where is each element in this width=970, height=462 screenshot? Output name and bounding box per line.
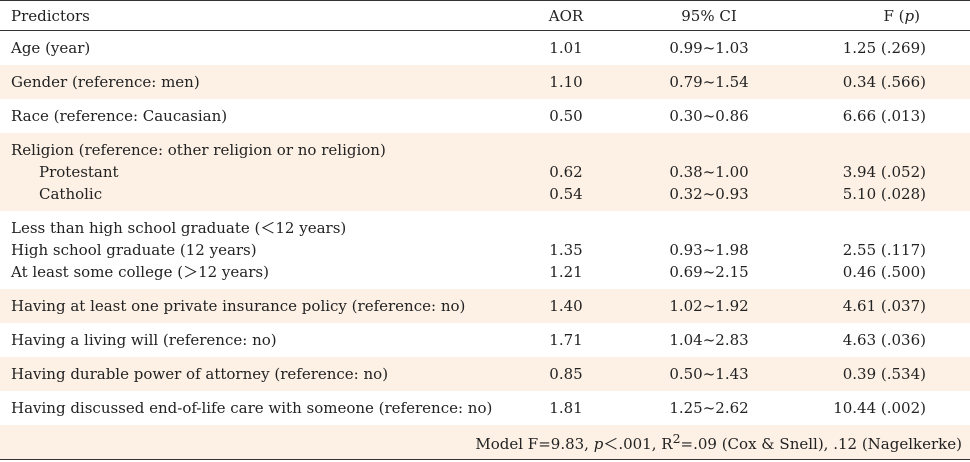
header-f-close: ) [914,6,920,25]
education-aor: 1.35 1.21 [516,211,616,289]
table-row: Having at least one private insurance po… [0,288,970,323]
row-f: 6.66 (.013) [842,106,926,125]
model-summary: Model F=9.83, p＜.001, R2=.09 (Cox & Snel… [0,424,970,460]
education-less-aor [524,217,608,239]
row-label: Having durable power of attorney (refere… [0,356,516,391]
row-ci: 0.30~0.86 [669,106,749,125]
table-row: Age (year) 1.01 0.99~1.03 1.25 (.269) [0,31,970,65]
model-f: Model F=9.83, [475,435,594,453]
model-p-symbol: p [593,435,604,453]
model-summary-row: Model F=9.83, p＜.001, R2=.09 (Cox & Snel… [0,424,970,460]
table-row: Race (reference: Caucasian) 0.50 0.30~0.… [0,99,970,133]
row-label: Age (year) [11,38,91,57]
table-row: Having a living will (reference: no) 1.7… [0,323,970,357]
header-f-p: p [904,6,915,25]
row-label: Race (reference: Caucasian) [11,106,228,125]
header-f-label: F ( [883,6,905,25]
row-aor: 1.71 [549,330,583,349]
religion-f: 3.94 (.052) 5.10 (.028) [802,132,970,211]
row-ci: 1.02~1.92 [616,288,802,323]
religion-ci: 0.38~1.00 0.32~0.93 [616,132,802,211]
table-row: Gender (reference: men) 1.10 0.79~1.54 0… [0,64,970,99]
row-aor: 0.50 [549,106,583,125]
table-row: Having discussed end-of-life care with s… [0,391,970,425]
row-label: Having discussed end-of-life care with s… [11,398,493,417]
education-highschool-label: High school graduate (12 years) [11,240,257,259]
education-labels: Less than high school graduate (＜12 year… [0,211,516,289]
row-aor: 1.40 [516,288,616,323]
row-ci: 1.25~2.62 [669,398,749,417]
education-college-label: At least some college (＞12 years) [11,262,269,281]
religion-catholic-ci: 0.32~0.93 [669,184,749,203]
header-predictors: Predictors [0,0,516,31]
row-ci: 1.04~2.83 [669,330,749,349]
religion-protestant-ci: 0.38~1.00 [669,162,749,181]
row-f: 1.25 (.269) [842,38,926,57]
education-highschool-f: 2.55 (.117) [842,240,926,259]
table-row-religion: Religion (reference: other religion or n… [0,132,970,211]
row-label: Gender (reference: men) [0,64,516,99]
row-f: 0.34 (.566) [802,64,970,99]
model-p-value: ＜.001, [603,435,662,453]
model-r2-values: =.09 (Cox & Snell), .12 (Nagelkerke) [680,435,962,453]
row-aor: 1.81 [549,398,583,417]
education-ci: 0.93~1.98 0.69~2.15 [616,211,802,289]
education-highschool-aor: 1.35 [549,240,583,259]
row-aor: 0.85 [516,356,616,391]
education-college-aor: 1.21 [549,262,583,281]
education-less-f [810,217,926,239]
table-header: Predictors AOR 95% CI F (p) [0,0,970,31]
row-label: Having a living will (reference: no) [11,330,277,349]
model-r-symbol: R [661,435,673,453]
education-f: 2.55 (.117) 0.46 (.500) [802,211,970,289]
religion-catholic-f: 5.10 (.028) [842,184,926,203]
education-less-ci [624,217,794,239]
religion-catholic-aor: 0.54 [549,184,583,203]
row-ci: 0.50~1.43 [616,356,802,391]
row-f: 4.63 (.036) [842,330,926,349]
religion-group-label: Religion (reference: other religion or n… [11,140,386,159]
row-f: 4.61 (.037) [802,288,970,323]
religion-protestant-f: 3.94 (.052) [842,162,926,181]
row-f: 0.39 (.534) [802,356,970,391]
row-aor: 1.10 [516,64,616,99]
row-aor: 1.01 [549,38,583,57]
education-college-ci: 0.69~2.15 [669,262,749,281]
header-f: F (p) [802,0,970,31]
religion-catholic-label: Catholic [39,184,103,203]
header-aor: AOR [516,0,616,31]
religion-protestant-aor: 0.62 [549,162,583,181]
row-label: Having at least one private insurance po… [0,288,516,323]
religion-labels: Religion (reference: other religion or n… [0,132,516,211]
table-row-education: Less than high school graduate (＜12 year… [0,211,970,289]
education-highschool-ci: 0.93~1.98 [669,240,749,259]
education-college-f: 0.46 (.500) [842,262,926,281]
row-ci: 0.99~1.03 [669,38,749,57]
religion-aor: 0.62 0.54 [516,132,616,211]
row-f: 10.44 (.002) [833,398,926,417]
model-r-superscript: 2 [672,431,681,446]
row-ci: 0.79~1.54 [616,64,802,99]
religion-protestant-label: Protestant [39,162,119,181]
table-row: Having durable power of attorney (refere… [0,356,970,391]
education-less-label: Less than high school graduate (＜12 year… [11,218,347,237]
header-ci: 95% CI [616,0,802,31]
